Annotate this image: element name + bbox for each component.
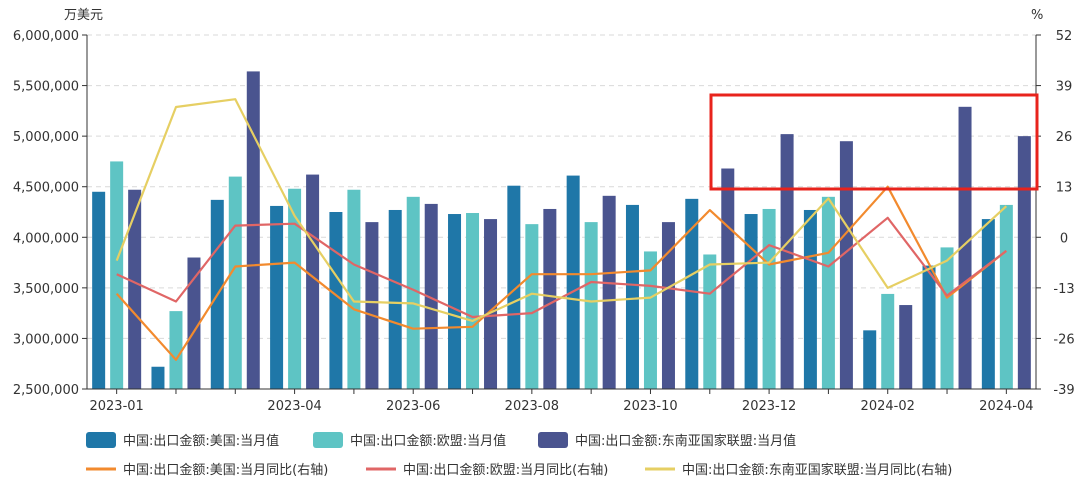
- x-tick-label: 2024-04: [979, 399, 1033, 414]
- legend: 中国:出口金额:美国:当月值 中国:出口金额:欧盟:当月值 中国:出口金额:东南亚国…: [86, 432, 952, 478]
- legend-swatch: [86, 432, 116, 448]
- series-line: [115, 185, 1007, 361]
- left-tick-label: 3,000,000: [13, 332, 79, 347]
- bar: [839, 141, 853, 389]
- bar: [981, 219, 995, 389]
- x-tick-label: 2024-02: [861, 399, 915, 414]
- legend-label: 中国:出口金额:美国:当月同比(右轴): [123, 462, 328, 478]
- left-tick-label: 5,000,000: [13, 130, 79, 145]
- bar: [744, 214, 758, 389]
- lines: [115, 98, 1008, 361]
- x-tick-label: 2023-12: [742, 399, 796, 414]
- right-tick-label: -39: [1053, 383, 1074, 398]
- legend-swatch: [313, 432, 343, 448]
- bar: [999, 204, 1013, 389]
- legend-label: 中国:出口金额:美国:当月值: [123, 433, 279, 449]
- bar: [584, 222, 598, 389]
- bar: [329, 212, 343, 389]
- bar: [169, 311, 183, 389]
- bar: [92, 191, 106, 389]
- bar: [685, 198, 699, 389]
- right-tick-label: 39: [1056, 80, 1073, 95]
- series-line: [115, 98, 1008, 322]
- x-tick-label: 2023-04: [267, 399, 321, 414]
- bar: [507, 185, 521, 389]
- bar: [365, 222, 379, 389]
- axes: 2,500,000 3,000,000 3,500,000 4,000,000 4,50…: [13, 29, 1075, 414]
- right-tick-label: 0: [1060, 231, 1068, 246]
- legend-label: 中国:出口金额:东南亚国家联盟:当月同比(右轴): [682, 462, 952, 478]
- x-tick-label: 2023-06: [386, 399, 440, 414]
- bar: [821, 196, 835, 389]
- right-tick-label: -13: [1053, 282, 1074, 297]
- bar: [958, 106, 972, 389]
- bar: [448, 214, 462, 389]
- bar: [543, 208, 557, 389]
- left-tick-label: 4,500,000: [13, 181, 79, 196]
- bar: [246, 71, 260, 389]
- bar: [881, 293, 895, 389]
- bar: [484, 219, 498, 389]
- bar: [151, 366, 165, 389]
- bars: [92, 71, 1031, 389]
- x-tick-label: 2023-10: [623, 399, 677, 414]
- bar: [187, 257, 201, 389]
- bar: [306, 174, 320, 389]
- left-tick-label: 2,500,000: [13, 383, 79, 398]
- bar: [424, 203, 438, 389]
- bar: [703, 254, 717, 389]
- bar: [228, 176, 242, 389]
- bar: [643, 251, 657, 389]
- bar: [128, 189, 142, 389]
- bar: [602, 195, 616, 389]
- right-axis-unit: %: [1031, 8, 1043, 23]
- bar: [940, 247, 954, 389]
- bar: [288, 188, 302, 389]
- right-tick-label: 13: [1056, 181, 1073, 196]
- left-tick-label: 3,500,000: [13, 282, 79, 297]
- x-tick-label: 2023-08: [505, 399, 559, 414]
- right-tick-label: -26: [1053, 332, 1074, 347]
- bar: [922, 265, 936, 389]
- bar: [661, 222, 675, 389]
- bar: [899, 305, 913, 389]
- bar: [466, 213, 480, 389]
- legend-label: 中国:出口金额:欧盟:当月值: [350, 433, 506, 449]
- left-axis-unit: 万美元: [64, 8, 103, 23]
- highlight-rectangle: [709, 93, 1039, 191]
- right-tick-label: 26: [1056, 130, 1073, 145]
- bar: [270, 205, 284, 389]
- left-tick-label: 4,000,000: [13, 231, 79, 246]
- left-tick-label: 5,500,000: [13, 80, 79, 95]
- bar: [566, 175, 580, 389]
- left-tick-label: 6,000,000: [13, 29, 79, 44]
- bar: [803, 209, 817, 389]
- bar: [625, 204, 639, 389]
- bar: [388, 209, 402, 389]
- right-tick-label: 52: [1056, 29, 1073, 44]
- bar: [762, 208, 776, 389]
- bar: [406, 196, 420, 389]
- x-tick-label: 2023-01: [89, 399, 143, 414]
- legend-label: 中国:出口金额:东南亚国家联盟:当月值: [575, 433, 796, 449]
- legend-label: 中国:出口金额:欧盟:当月同比(右轴): [403, 462, 608, 478]
- bar: [347, 189, 361, 389]
- legend-swatch: [538, 432, 568, 448]
- bar: [1017, 136, 1031, 389]
- bar: [525, 224, 539, 389]
- bar: [863, 330, 877, 389]
